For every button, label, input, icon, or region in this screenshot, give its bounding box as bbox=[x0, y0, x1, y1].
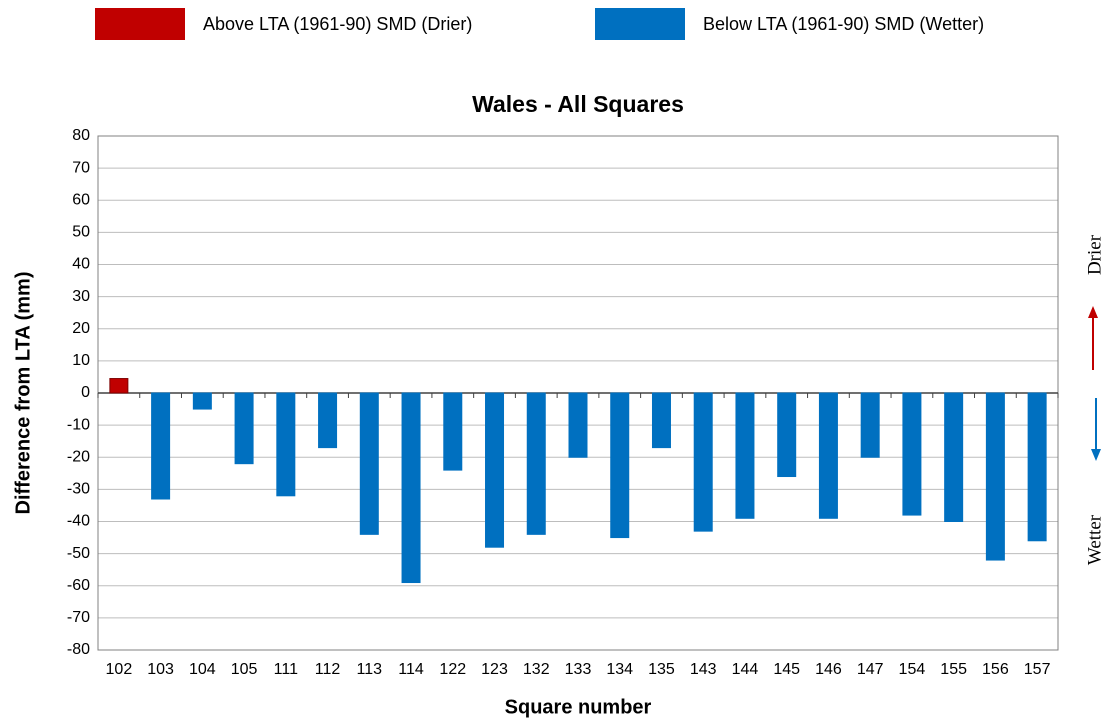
x-tick-label: 102 bbox=[106, 661, 133, 678]
bar bbox=[401, 392, 421, 584]
bar bbox=[151, 392, 171, 500]
x-tick-label: 105 bbox=[231, 661, 258, 678]
wetter-label: Wetter bbox=[1084, 514, 1105, 565]
legend-label: Below LTA (1961-90) SMD (Wetter) bbox=[703, 14, 984, 34]
x-tick-label: 135 bbox=[648, 661, 675, 678]
bar bbox=[777, 392, 797, 478]
x-tick-label: 145 bbox=[773, 661, 800, 678]
bar bbox=[318, 392, 338, 449]
x-tick-label: 144 bbox=[732, 661, 759, 678]
y-tick-label: -30 bbox=[67, 481, 90, 498]
y-tick-label: 70 bbox=[72, 159, 90, 176]
y-axis-title: Difference from LTA (mm) bbox=[12, 272, 34, 515]
y-tick-label: -60 bbox=[67, 577, 90, 594]
bar bbox=[568, 392, 588, 458]
bar bbox=[192, 392, 212, 410]
x-tick-label: 114 bbox=[398, 661, 424, 678]
y-tick-label: 30 bbox=[72, 288, 90, 305]
x-tick-label: 122 bbox=[439, 661, 466, 678]
legend-label: Above LTA (1961-90) SMD (Drier) bbox=[203, 14, 472, 34]
y-tick-label: 80 bbox=[72, 127, 90, 144]
legend-swatch bbox=[95, 8, 185, 40]
bar bbox=[985, 392, 1005, 561]
x-tick-label: 146 bbox=[815, 661, 842, 678]
bar bbox=[485, 392, 505, 548]
y-tick-label: -80 bbox=[67, 641, 90, 658]
bar bbox=[234, 392, 254, 465]
x-tick-label: 132 bbox=[523, 661, 550, 678]
x-tick-label: 112 bbox=[315, 661, 341, 678]
y-tick-label: -20 bbox=[67, 448, 90, 465]
y-tick-label: -50 bbox=[67, 545, 90, 562]
bar bbox=[276, 392, 296, 497]
x-tick-label: 143 bbox=[690, 661, 717, 678]
chart-title: Wales - All Squares bbox=[472, 91, 684, 117]
bar bbox=[526, 392, 546, 535]
bar bbox=[902, 392, 922, 516]
legend-swatch bbox=[595, 8, 685, 40]
x-axis-title: Square number bbox=[505, 696, 652, 718]
bar bbox=[693, 392, 713, 532]
y-tick-label: -40 bbox=[67, 513, 90, 530]
drier-arrowhead bbox=[1088, 306, 1098, 318]
y-tick-label: -70 bbox=[67, 609, 90, 626]
x-tick-label: 157 bbox=[1024, 661, 1051, 678]
x-tick-label: 156 bbox=[982, 661, 1009, 678]
bar bbox=[735, 392, 755, 519]
x-tick-label: 134 bbox=[606, 661, 633, 678]
x-tick-label: 104 bbox=[189, 661, 216, 678]
wetter-arrowhead bbox=[1091, 449, 1101, 461]
x-tick-label: 113 bbox=[357, 661, 383, 678]
x-tick-label: 147 bbox=[857, 661, 884, 678]
bar bbox=[610, 392, 630, 539]
y-tick-label: 10 bbox=[72, 352, 90, 369]
bar bbox=[860, 392, 880, 458]
y-tick-label: 40 bbox=[72, 256, 90, 273]
bar bbox=[1027, 392, 1047, 542]
y-tick-label: 0 bbox=[81, 384, 90, 401]
drier-label: Drier bbox=[1084, 234, 1105, 275]
bar bbox=[109, 378, 129, 394]
bar bbox=[944, 392, 964, 522]
y-tick-label: -10 bbox=[67, 416, 90, 433]
bar bbox=[818, 392, 838, 519]
y-tick-label: 50 bbox=[72, 224, 90, 241]
x-tick-label: 154 bbox=[899, 661, 926, 678]
x-tick-label: 155 bbox=[940, 661, 967, 678]
x-tick-label: 103 bbox=[147, 661, 174, 678]
bar bbox=[359, 392, 379, 535]
bar bbox=[443, 392, 463, 471]
x-tick-label: 111 bbox=[274, 661, 298, 678]
y-tick-label: 20 bbox=[72, 320, 90, 337]
bar bbox=[651, 392, 671, 449]
x-tick-label: 133 bbox=[565, 661, 592, 678]
x-tick-label: 123 bbox=[481, 661, 508, 678]
y-tick-label: 60 bbox=[72, 191, 90, 208]
